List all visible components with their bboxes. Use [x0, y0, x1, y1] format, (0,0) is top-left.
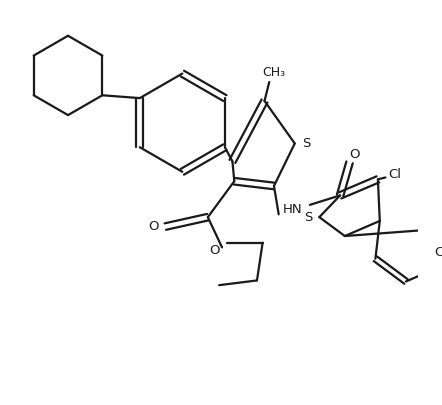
Text: O: O	[209, 244, 220, 257]
Text: S: S	[304, 211, 312, 224]
Text: Cl: Cl	[389, 168, 401, 181]
Text: CH₃: CH₃	[263, 66, 286, 79]
Text: O: O	[149, 220, 159, 233]
Text: O: O	[349, 148, 359, 161]
Text: S: S	[302, 137, 310, 150]
Text: Cl: Cl	[434, 246, 442, 259]
Text: HN: HN	[283, 203, 303, 216]
